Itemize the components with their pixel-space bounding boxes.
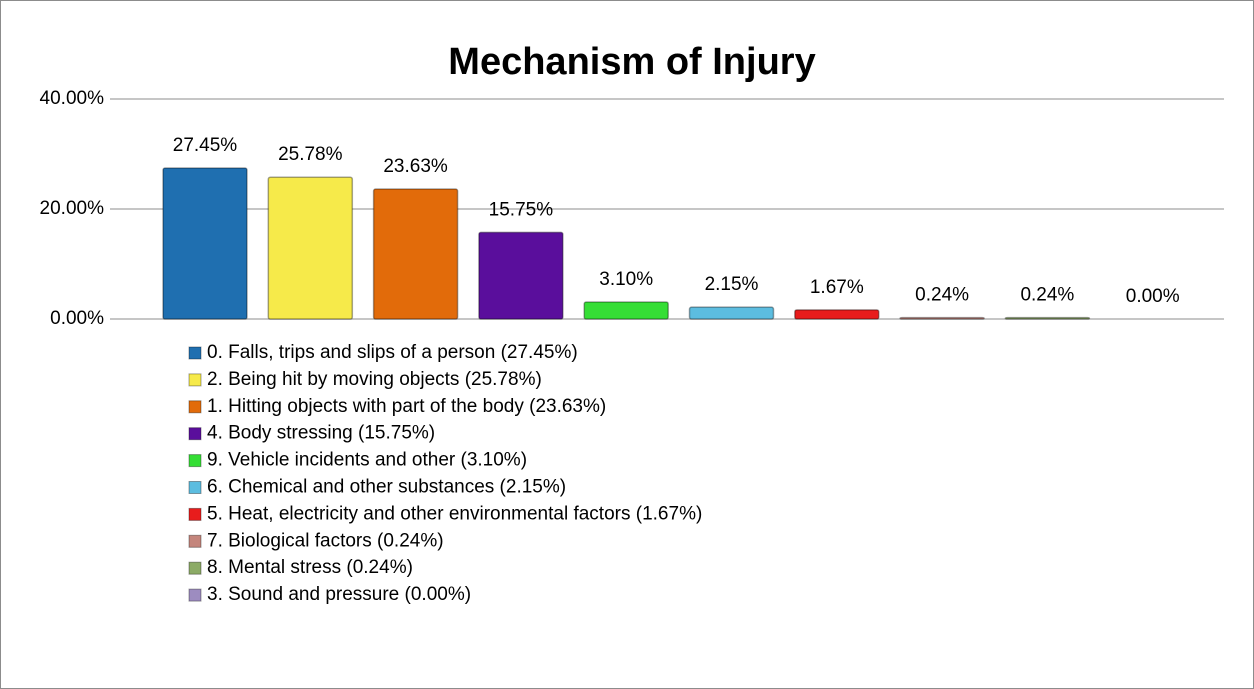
data-label: 0.24%	[915, 285, 969, 306]
legend-swatch	[188, 427, 202, 441]
data-label: 1.67%	[810, 277, 864, 298]
data-label: 23.63%	[383, 156, 448, 177]
legend-swatch	[188, 373, 202, 387]
legend-swatch	[188, 454, 202, 468]
legend-label: 6. Chemical and other substances (2.15%)	[207, 477, 566, 498]
data-label: 0.00%	[1126, 286, 1180, 307]
bar	[162, 167, 248, 320]
legend-label: 3. Sound and pressure (0.00%)	[207, 584, 471, 605]
bar	[688, 306, 775, 320]
legend-swatch	[188, 507, 202, 521]
bar	[478, 231, 564, 320]
legend-swatch	[188, 588, 202, 602]
bar	[583, 301, 669, 320]
data-label: 3.10%	[599, 269, 653, 290]
legend-label: 9. Vehicle incidents and other (3.10%)	[207, 450, 527, 471]
y-tick-label: 0.00%	[50, 308, 104, 329]
legend-label: 8. Mental stress (0.24%)	[207, 557, 413, 578]
legend-swatch	[188, 400, 202, 414]
bar	[372, 188, 459, 320]
bar	[794, 309, 880, 320]
legend-label: 0. Falls, trips and slips of a person (2…	[207, 342, 578, 363]
bar	[1004, 316, 1091, 320]
legend-label: 1. Hitting objects with part of the body…	[207, 396, 606, 417]
legend-label: 2. Being hit by moving objects (25.78%)	[207, 369, 542, 390]
bar	[899, 316, 985, 320]
legend-swatch	[188, 561, 202, 575]
legend-label: 4. Body stressing (15.75%)	[207, 423, 435, 444]
legend-swatch	[188, 346, 202, 360]
data-label: 25.78%	[278, 144, 343, 165]
data-label: 27.45%	[173, 135, 238, 156]
chart-title: Mechanism of Injury	[448, 41, 815, 83]
legend-label: 5. Heat, electricity and other environme…	[207, 503, 702, 524]
data-label: 15.75%	[489, 199, 554, 220]
bar	[267, 176, 354, 320]
legend-swatch	[188, 481, 202, 494]
y-tick-label: 40.00%	[40, 88, 105, 109]
legend-label: 7. Biological factors (0.24%)	[207, 530, 444, 551]
legend-swatch	[188, 534, 202, 548]
y-tick-label: 20.00%	[40, 198, 105, 219]
data-label: 2.15%	[705, 274, 759, 295]
data-label: 0.24%	[1020, 285, 1074, 306]
